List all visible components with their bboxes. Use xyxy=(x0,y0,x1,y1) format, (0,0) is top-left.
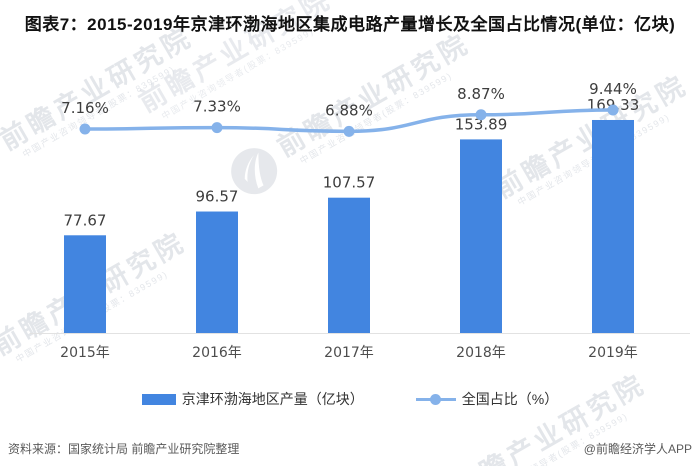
bar-value-label: 96.57 xyxy=(196,188,239,206)
legend-item-production: 京津环渤海地区产量（亿块） xyxy=(141,389,364,409)
line-value-label: 7.33% xyxy=(193,98,241,116)
line-point-2018年 xyxy=(475,109,487,121)
footer: 资料来源：国家统计局 前瞻产业研究院整理 @前瞻经济学人APP xyxy=(8,440,692,457)
line-value-label: 9.44% xyxy=(589,80,637,98)
x-axis-label: 2019年 xyxy=(588,345,638,361)
bar-series-label: 京津环渤海地区产量（亿块） xyxy=(181,391,364,407)
bar-2015年 xyxy=(64,235,106,333)
line-point-2016年 xyxy=(211,122,223,134)
x-axis-label: 2015年 xyxy=(60,345,110,361)
bar-2016年 xyxy=(196,211,238,333)
bar-value-label: 153.89 xyxy=(455,115,508,133)
bar-2018年 xyxy=(460,139,502,333)
x-axis-label: 2018年 xyxy=(456,345,506,361)
x-axis-label: 2017年 xyxy=(324,345,374,361)
chart-title: 图表7：2015-2019年京津环渤海地区集成电路产量增长及全国占比情况(单位：… xyxy=(24,15,676,34)
line-series-label: 全国占比（%） xyxy=(461,391,559,407)
line-point-2019年 xyxy=(607,104,619,116)
bar-value-label: 77.67 xyxy=(64,211,107,229)
bar-value-label: 107.57 xyxy=(323,174,376,192)
bar-2019年 xyxy=(592,119,634,334)
legend-item-share: 全国占比（%） xyxy=(415,389,559,409)
line-series-swatch xyxy=(415,393,456,405)
data-source-note: 资料来源：国家统计局 前瞻产业研究院整理 xyxy=(8,442,240,456)
line-value-label: 6.88% xyxy=(325,101,373,119)
line-series-dot xyxy=(429,393,441,405)
bar-series-swatch xyxy=(141,393,176,405)
bar-2017年 xyxy=(328,197,370,333)
line-point-2015年 xyxy=(79,123,91,135)
line-point-2017年 xyxy=(343,125,355,137)
line-value-label: 8.87% xyxy=(457,85,505,103)
legend: 京津环渤海地区产量（亿块） 全国占比（%） xyxy=(0,389,700,409)
line-value-label: 7.16% xyxy=(61,99,109,117)
x-axis-label: 2016年 xyxy=(192,345,242,361)
credit-note: @前瞻经济学人APP xyxy=(583,442,692,456)
